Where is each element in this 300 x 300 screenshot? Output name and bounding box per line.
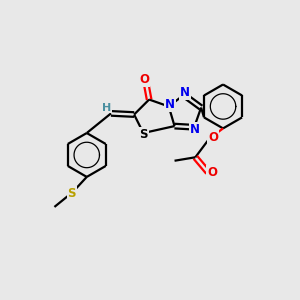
Text: S: S — [139, 128, 148, 141]
Text: S: S — [68, 187, 76, 200]
Text: H: H — [102, 103, 112, 112]
Text: O: O — [207, 166, 217, 179]
Text: O: O — [208, 131, 218, 144]
Text: O: O — [140, 74, 149, 86]
Text: N: N — [190, 123, 200, 136]
Text: N: N — [165, 98, 175, 111]
Text: N: N — [180, 85, 190, 99]
